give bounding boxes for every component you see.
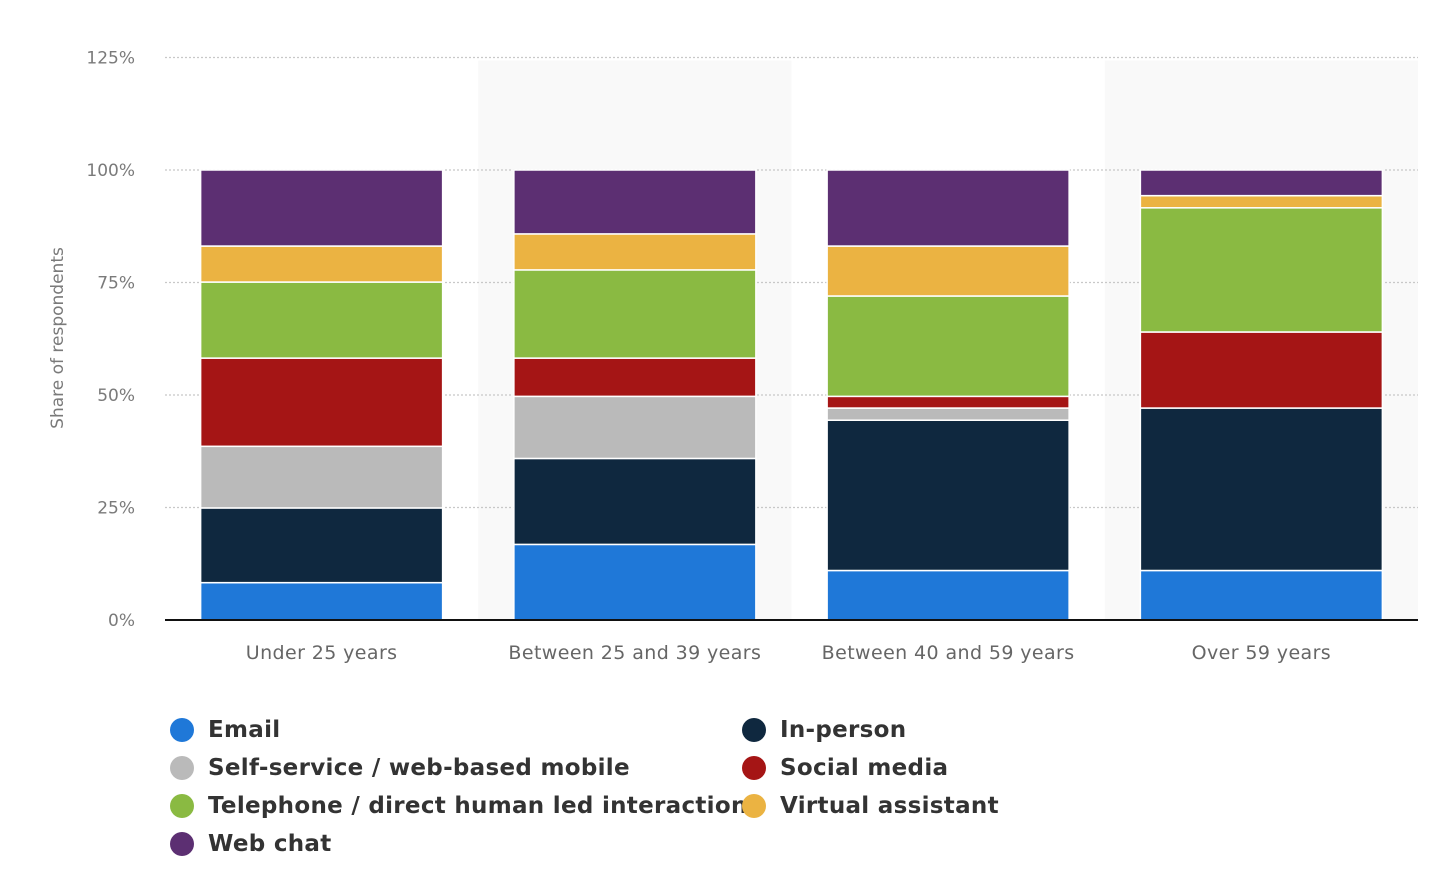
y-tick-label: 25% [97,499,135,519]
legend-dot-icon [170,756,194,780]
legend-dot-icon [170,794,194,818]
y-tick-label: 50% [97,386,135,406]
bar-stack [513,169,757,621]
legend-dot-icon [742,794,766,818]
bar-segment-web-chat[interactable] [199,169,444,247]
bar-segment-virtual-assistant[interactable] [826,245,1070,297]
legend-dot-icon [170,832,194,856]
y-tick-label: 100% [86,161,135,181]
legend-item[interactable]: Telephone / direct human led interaction [170,789,748,823]
bar-segment-email[interactable] [513,543,757,621]
legend-label: Web chat [208,831,332,857]
bar-stack [1139,169,1384,621]
legend-label: Self-service / web-based mobile [208,755,630,781]
x-tick-label: Over 59 years [1192,642,1331,664]
bar-segment-social-media[interactable] [513,357,757,398]
legend-label: Telephone / direct human led interaction [208,793,748,819]
bar-segment-in-person[interactable] [513,457,757,546]
legend-item[interactable]: Virtual assistant [742,789,999,823]
bar-segment-email[interactable] [1139,569,1384,621]
bar-segment-in-person[interactable] [826,419,1070,572]
bar-stack [826,169,1070,621]
bar-segment-virtual-assistant[interactable] [199,245,444,283]
bar-segment-self-service-web-based-mobile[interactable] [826,407,1070,421]
bar-segment-telephone-direct-human-led-interaction[interactable] [1139,207,1384,333]
y-tick-label: 75% [97,274,135,294]
bar-segment-web-chat[interactable] [513,169,757,235]
bar-segment-social-media[interactable] [199,357,444,448]
legend-label: Email [208,717,281,743]
y-tick-label: 0% [108,611,135,631]
bars [199,169,1384,621]
legend-label: Social media [780,755,949,781]
bar-segment-self-service-web-based-mobile[interactable] [199,445,444,509]
y-tick-label: 125% [86,49,135,69]
bar-segment-social-media[interactable] [1139,331,1384,409]
legend-item[interactable]: Social media [742,751,948,785]
legend-dot-icon [742,756,766,780]
legend-item[interactable]: In-person [742,713,906,747]
bar-segment-social-media[interactable] [826,395,1070,409]
bar-segment-telephone-direct-human-led-interaction[interactable] [199,281,444,359]
x-axis-ticks: Under 25 years Between 25 and 39 years Bet… [246,642,1331,664]
stacked-bar-chart: 0% 25% 50% 75% 100% 125% Share of respondents… [48,49,1418,664]
x-tick-label: Between 40 and 59 years [822,642,1075,664]
legend-dot-icon [742,718,766,742]
bar-segment-web-chat[interactable] [1139,169,1384,197]
bar-stack [199,169,444,621]
bar-segment-virtual-assistant[interactable] [1139,194,1384,209]
y-axis-ticks: 0% 25% 50% 75% 100% 125% [86,49,135,632]
legend-item[interactable]: Self-service / web-based mobile [170,751,630,785]
bar-segment-telephone-direct-human-led-interaction[interactable] [513,269,757,359]
bar-segment-virtual-assistant[interactable] [513,233,757,271]
legend-item[interactable]: Email [170,713,280,747]
bar-segment-self-service-web-based-mobile[interactable] [513,395,757,460]
bar-segment-in-person[interactable] [1139,407,1384,572]
bar-segment-email[interactable] [826,569,1070,621]
bar-segment-web-chat[interactable] [826,169,1070,247]
legend-label: In-person [780,717,907,743]
legend-item[interactable]: Web chat [170,827,332,861]
legend-label: Virtual assistant [780,793,999,819]
legend-dot-icon [170,718,194,742]
y-axis-label: Share of respondents [48,247,68,429]
bar-segment-email[interactable] [199,581,444,621]
x-tick-label: Under 25 years [246,642,398,664]
bar-segment-telephone-direct-human-led-interaction[interactable] [826,295,1070,398]
bar-segment-in-person[interactable] [199,507,444,584]
x-tick-label: Between 25 and 39 years [508,642,761,664]
